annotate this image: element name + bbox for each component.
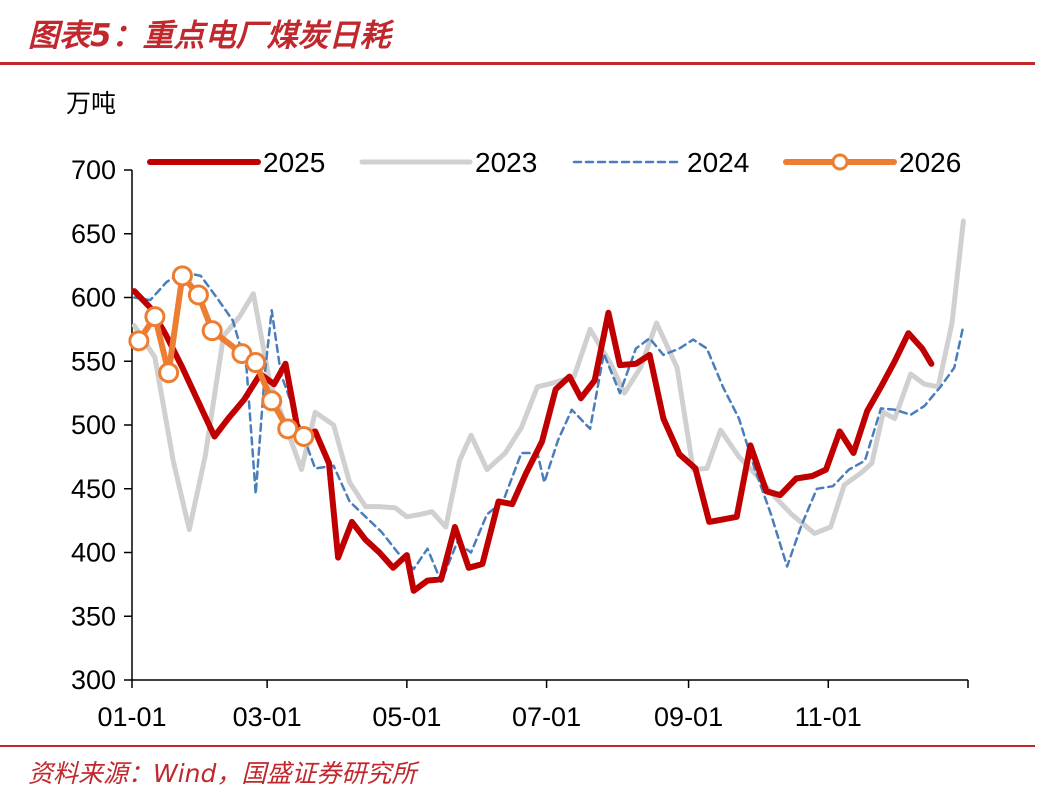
data-point-2026 (293, 425, 315, 447)
series-line-2024 (133, 270, 965, 584)
line-chart: 万吨 300 350 400 450 500 550 600 650 700 01-01 03-01… (66, 89, 969, 732)
title-bar: 图表5：重点电厂煤炭日耗 (0, 0, 1047, 64)
data-point-2026 (261, 390, 283, 412)
y-tick-label: 450 (71, 474, 116, 504)
series-line-2025 (131, 288, 935, 594)
legend-label-2024: 2024 (687, 147, 749, 178)
figure-title: 图表5：重点电厂煤炭日耗 (28, 18, 391, 54)
legend-label-2023: 2023 (475, 147, 537, 178)
legend: 2025 2023 2024 2026 (147, 147, 961, 178)
x-tick-label: 07-01 (512, 702, 581, 732)
y-tick-label: 700 (71, 155, 116, 185)
x-tick-label: 09-01 (654, 702, 723, 732)
y-axis-unit-label: 万吨 (66, 89, 116, 118)
data-point-2026 (171, 265, 193, 287)
y-unit-layer: 万吨 (66, 89, 116, 118)
legend-marker-2026 (831, 153, 849, 171)
data-point-2026 (158, 362, 180, 384)
source-note: 资料来源：Wind，国盛证券研究所 (28, 759, 417, 788)
x-tick-label: 11-01 (795, 702, 862, 732)
legend-label-2025: 2025 (263, 147, 325, 178)
y-tick-label: 550 (71, 346, 116, 376)
bottom-rule (0, 745, 1035, 747)
y-tick-label: 600 (71, 283, 116, 313)
x-tick-label: 05-01 (372, 702, 441, 732)
data-point-2026 (245, 352, 267, 374)
x-tick-label: 03-01 (233, 702, 302, 732)
y-tick-label: 350 (71, 601, 116, 631)
y-tick-label: 650 (71, 219, 116, 249)
data-point-2026 (128, 330, 150, 352)
top-rule (0, 62, 1035, 65)
y-tick-label: 500 (71, 410, 116, 440)
y-tick-label: 300 (71, 665, 116, 695)
y-tick-label: 400 (71, 538, 116, 568)
data-point-2026 (187, 284, 209, 306)
data-point-2026 (144, 306, 166, 328)
axes-layer: 300 350 400 450 500 550 600 650 700 01-01 03-01 05-… (71, 155, 969, 732)
legend-label-2026: 2026 (899, 147, 961, 178)
series-layer (128, 218, 966, 594)
data-point-2026 (201, 320, 223, 342)
x-tick-label: 01-01 (97, 702, 166, 732)
